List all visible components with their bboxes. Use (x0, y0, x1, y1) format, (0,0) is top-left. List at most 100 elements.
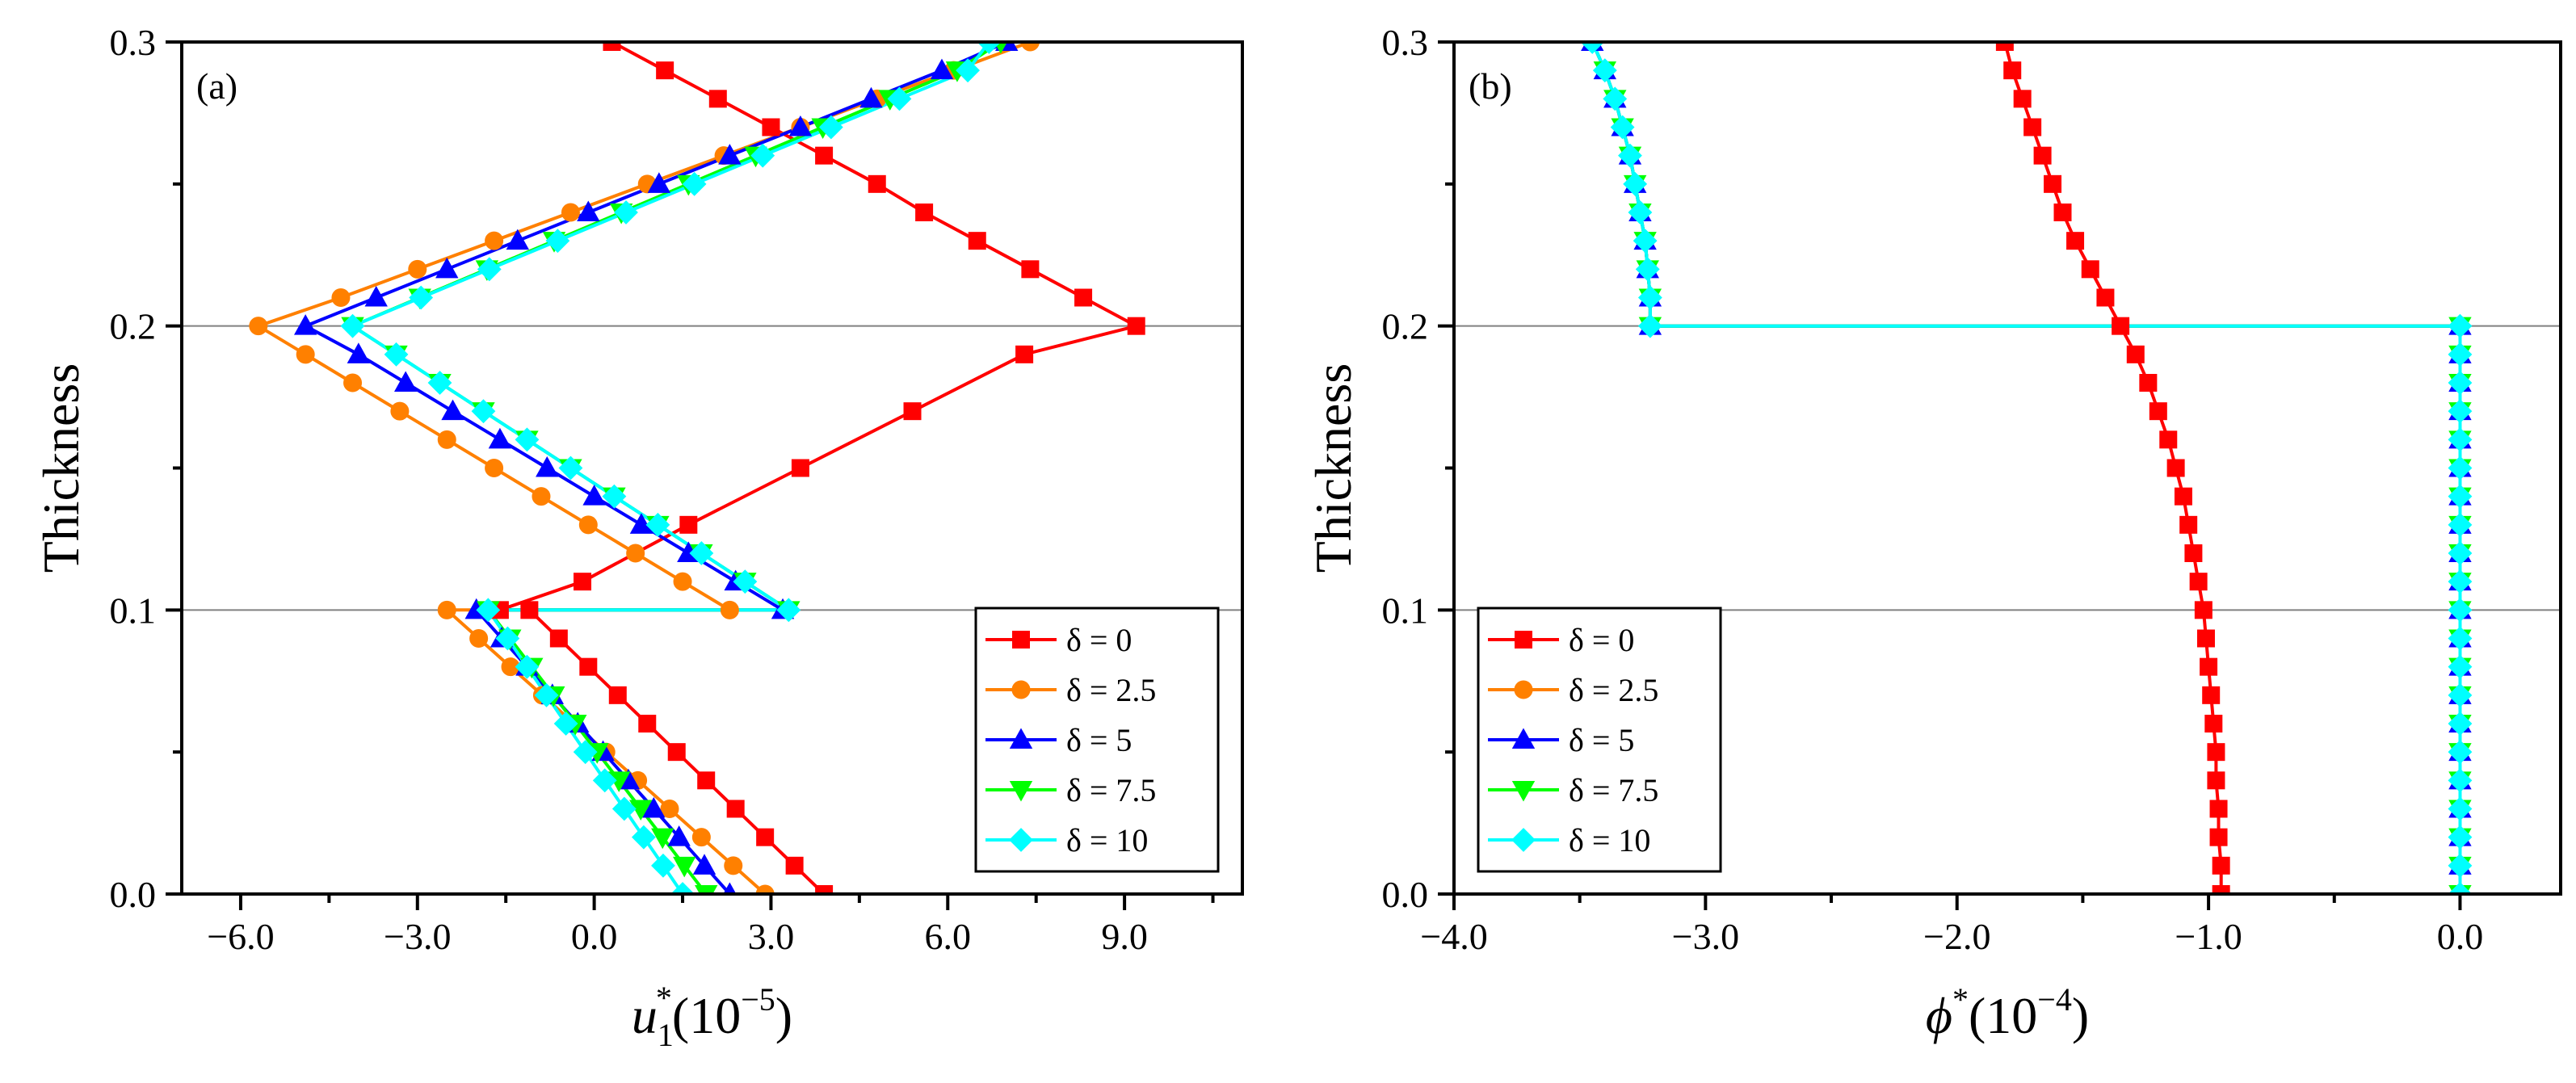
x-axis-scale-close: ) (2072, 987, 2089, 1044)
square-marker (2200, 657, 2218, 676)
x-tick-label: 0.0 (571, 916, 618, 957)
diamond-marker (515, 427, 540, 452)
diamond-marker (2448, 512, 2473, 537)
series-layer (249, 42, 1145, 894)
diamond-marker (682, 171, 707, 196)
circle-marker (485, 459, 504, 477)
diamond-marker (670, 882, 695, 894)
series-layer (1580, 42, 2473, 894)
square-marker (2179, 515, 2198, 534)
square-marker (2209, 800, 2228, 818)
diamond-marker (573, 740, 598, 765)
square-marker (708, 90, 727, 108)
x-axis-exponent: −5 (741, 981, 775, 1018)
diamond-marker (1580, 42, 1605, 54)
legend-label-2: δ = 5 (1066, 722, 1132, 758)
square-marker (2204, 715, 2223, 732)
square-marker (1012, 631, 1030, 649)
square-marker (2033, 146, 2052, 165)
y-axis-title: Thickness (1305, 363, 1362, 573)
square-marker (608, 686, 627, 704)
triangle-up-marker (692, 854, 716, 875)
circle-marker (437, 430, 456, 449)
square-marker (1074, 288, 1093, 307)
diamond-marker (1592, 58, 1617, 83)
square-marker (968, 232, 986, 250)
series-line-2 (1591, 42, 2462, 894)
square-marker (2207, 771, 2225, 790)
diamond-marker (651, 853, 675, 878)
diamond-marker (602, 484, 627, 509)
square-marker (785, 856, 804, 875)
series-line-4 (1591, 42, 2462, 894)
triangle-up-marker (393, 371, 418, 392)
square-marker (2209, 828, 2228, 846)
diamond-marker (545, 229, 570, 254)
square-marker (574, 573, 592, 591)
square-marker (791, 459, 809, 477)
circle-marker (532, 487, 551, 506)
square-marker (2194, 601, 2213, 619)
diamond-marker (1637, 313, 1662, 338)
square-marker (2066, 232, 2085, 250)
x-axis-superscript: * (1952, 981, 1969, 1018)
square-marker (2202, 686, 2221, 704)
triangle-up-marker (629, 513, 653, 534)
panel-b-potential-chart: −4.0 −3.0 −2.0 −1.0 0.0 0.0 0.1 0.2 0.3 (b) Thickn… (1305, 22, 2562, 1044)
series-line-1 (256, 42, 1032, 894)
x-tick-label: 9.0 (1101, 916, 1148, 957)
diamond-marker (1637, 285, 1662, 310)
diamond-marker (476, 598, 501, 623)
diamond-marker (1633, 229, 1658, 254)
diamond-marker (2448, 342, 2473, 367)
legend-label-4: δ = 10 (1066, 822, 1148, 858)
square-marker (2003, 61, 2022, 80)
square-marker (2184, 544, 2203, 562)
triangle-up-marker (859, 86, 883, 108)
square-marker (2053, 204, 2072, 221)
diamond-marker (2448, 427, 2473, 452)
diamond-marker (558, 455, 583, 481)
diamond-marker (2448, 853, 2473, 878)
circle-marker (1514, 680, 1533, 699)
square-marker (2013, 90, 2032, 108)
x-axis-title: ϕ*(10−4) (1926, 981, 2089, 1044)
square-marker (1127, 317, 1145, 335)
diamond-marker (2448, 598, 2473, 623)
diamond-marker (611, 796, 637, 821)
diamond-marker (384, 342, 409, 367)
diamond-marker (471, 399, 496, 424)
square-marker (2139, 374, 2158, 392)
x-axis-subscript: 1 (658, 1017, 674, 1053)
diamond-marker (2448, 654, 2473, 679)
x-tick-label: 6.0 (925, 916, 972, 957)
y-axis-title: Thickness (32, 363, 90, 573)
legend-label-1: δ = 2.5 (1066, 672, 1156, 708)
diamond-marker (495, 626, 520, 651)
square-marker (903, 402, 922, 421)
triangle-down-marker (651, 828, 674, 850)
square-marker (2159, 430, 2178, 449)
circle-marker (673, 572, 692, 591)
diamond-marker (2448, 740, 2473, 765)
square-marker (1995, 42, 2014, 51)
triangle-up-marker (1009, 728, 1033, 749)
diamond-marker (776, 598, 801, 623)
triangle-down-marker (629, 800, 653, 821)
square-marker (2112, 317, 2130, 335)
diamond-marker (956, 58, 980, 83)
circle-marker (724, 856, 743, 875)
diamond-marker (1009, 828, 1033, 852)
circle-marker (249, 317, 268, 336)
square-marker (2081, 260, 2099, 279)
square-marker (868, 174, 886, 193)
diamond-marker (534, 682, 559, 707)
square-marker (2166, 459, 2185, 477)
panel-a-displacement-chart: −6.0 −3.0 0.0 3.0 6.0 9.0 0.0 0.1 0.2 0.3 (a) Thick… (32, 22, 1244, 1053)
legend-label-0: δ = 0 (1066, 622, 1132, 658)
diamond-marker (427, 371, 452, 395)
triangle-up-marker (293, 314, 317, 335)
circle-marker (561, 203, 580, 222)
diamond-marker (631, 825, 656, 850)
diamond-marker (733, 569, 758, 594)
